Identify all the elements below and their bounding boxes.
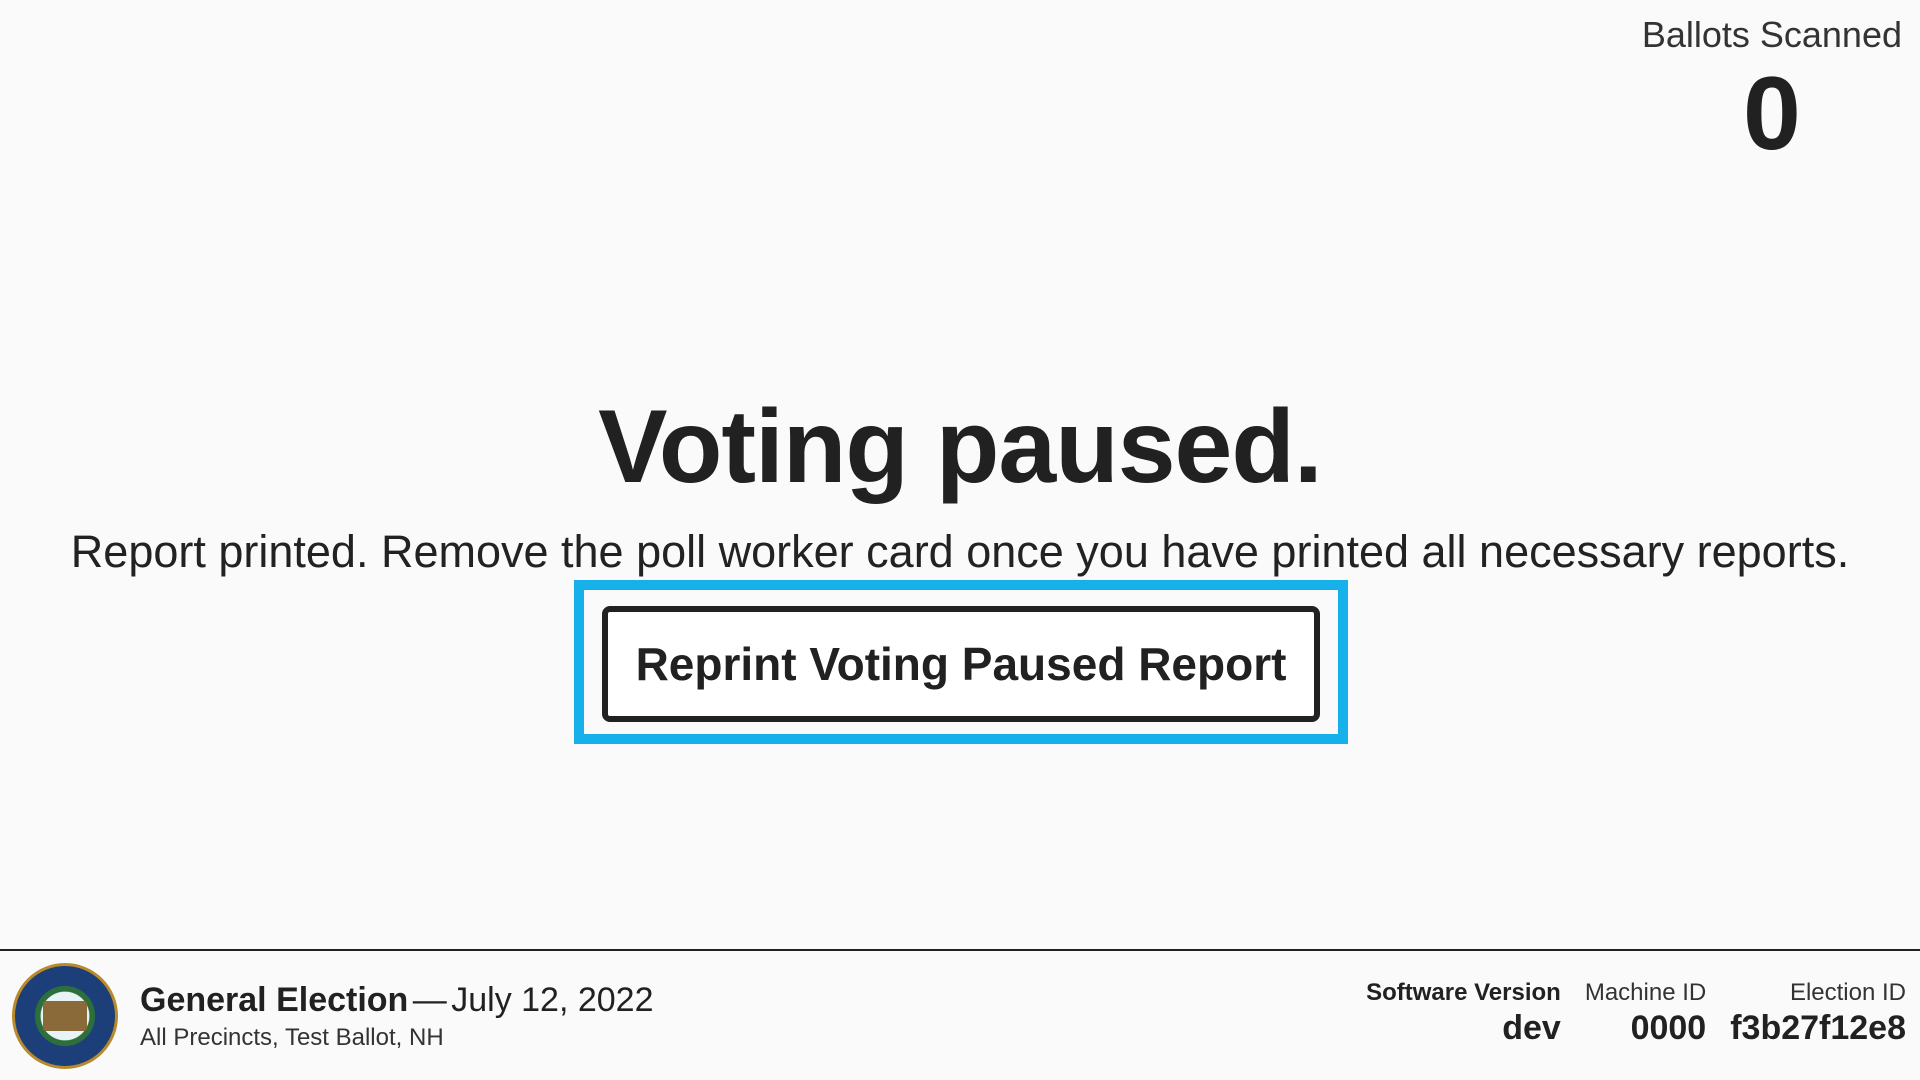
ballots-scanned-count: 0 — [1742, 56, 1801, 172]
election-subtitle: All Precincts, Test Ballot, NH — [140, 1024, 444, 1051]
machine-id: Machine ID 0000 — [1585, 979, 1706, 1048]
state-seal-icon — [12, 963, 118, 1069]
software-version-value: dev — [1502, 1009, 1561, 1047]
election-id: Election ID f3b27f12e8 — [1730, 979, 1906, 1048]
ballots-scanned-counter: Ballots Scanned 0 — [1642, 14, 1902, 166]
election-info: General Election — July 12, 2022 All Pre… — [140, 981, 654, 1052]
election-date: July 12, 2022 — [451, 981, 654, 1019]
election-footer: General Election — July 12, 2022 All Pre… — [0, 949, 1920, 1080]
ballots-scanned-label: Ballots Scanned — [1641, 14, 1902, 55]
status-message: Report printed. Remove the poll worker c… — [70, 526, 1850, 578]
election-id-label: Election ID — [1789, 979, 1906, 1006]
machine-id-value: 0000 — [1630, 1009, 1707, 1047]
machine-id-label: Machine ID — [1584, 979, 1707, 1006]
reprint-voting-paused-report-button[interactable]: Reprint Voting Paused Report — [602, 606, 1320, 722]
election-title: General Election — [140, 981, 409, 1019]
main-message-area: Voting paused. Report printed. Remove th… — [0, 390, 1920, 578]
election-date-separator: — — [412, 981, 447, 1019]
machine-metadata: Software Version dev Machine ID 0000 Ele… — [1366, 979, 1906, 1048]
reprint-button-focus-outline: Reprint Voting Paused Report — [574, 580, 1348, 744]
software-version-label: Software Version — [1366, 979, 1561, 1006]
software-version: Software Version dev — [1366, 979, 1561, 1048]
election-id-value: f3b27f12e8 — [1730, 1009, 1906, 1047]
page-title: Voting paused. — [598, 389, 1323, 505]
